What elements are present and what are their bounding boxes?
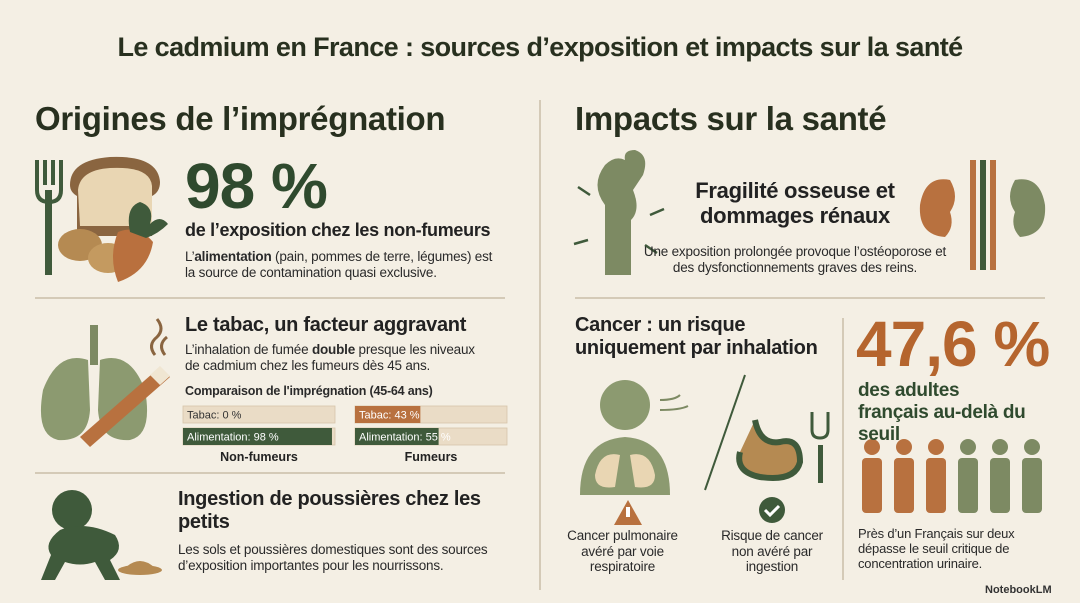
lungs-icon xyxy=(40,318,170,447)
bar-label: Alimentation: 98 % xyxy=(187,432,279,444)
text-bold: alimentation xyxy=(194,249,272,264)
group-label: Non-fumeurs xyxy=(220,450,298,464)
bone-icon xyxy=(573,150,665,275)
kidney-icon xyxy=(919,160,1046,270)
caption: Cancer pulmonaire avéré par voie respira… xyxy=(567,528,678,575)
subheading: Fragilité osseuse et dommages rénaux xyxy=(695,178,895,229)
bar xyxy=(355,406,421,423)
baby-icon xyxy=(41,490,162,580)
bar-label: Tabac: 0 % xyxy=(187,410,242,422)
text: Les sols et poussières domestiques sont … xyxy=(178,542,488,573)
subheading: Le tabac, un facteur aggravant xyxy=(185,314,467,336)
bar xyxy=(355,428,439,445)
stat-caption: de l’exposition chez les non-fumeurs xyxy=(185,220,491,240)
section-heading: Origines de l’imprégnation xyxy=(35,100,446,137)
bar xyxy=(183,428,332,445)
chart-title: Comparaison de l'imprégnation (45-64 ans… xyxy=(185,384,433,398)
stat: 47,6 % xyxy=(856,308,1050,380)
group-label: Fumeurs xyxy=(405,450,458,464)
section-heading: Impacts sur la santé xyxy=(575,100,887,137)
stat: 98 % xyxy=(185,150,328,222)
text-part: L’ xyxy=(185,249,195,264)
subheading: Cancer : un risque uniquement par inhala… xyxy=(575,314,818,359)
footer: NotebookLM xyxy=(985,584,1052,596)
text-bold: double xyxy=(311,342,355,357)
body-icon xyxy=(580,380,689,525)
stat-caption: des adultes français au-delà du seuil xyxy=(858,380,1026,445)
text: Une exposition prolongée provoque l’osté… xyxy=(643,244,947,275)
text-part: (pain, pommes de terre, légumes) est la … xyxy=(185,249,493,280)
bar-label: Alimentation: 55 % xyxy=(359,432,451,444)
bar-label: Tabac: 43 % xyxy=(359,410,420,422)
text: L’inhalation de fumée double presque les… xyxy=(185,342,485,373)
title: Le cadmium en France : sources d’exposit… xyxy=(117,32,963,62)
bar-track xyxy=(182,405,336,424)
caption: Risque de cancer non avéré par ingestion xyxy=(721,528,823,575)
people-icon xyxy=(862,439,1042,513)
stomach-icon xyxy=(736,412,830,523)
text-part: presque les niveaux de cadmium chez les … xyxy=(185,342,475,373)
slash xyxy=(704,374,746,491)
subheading: Ingestion de poussières chez les petits xyxy=(178,488,481,533)
text: Près d’un Français sur deux dépasse le s… xyxy=(858,526,1015,571)
food-icon xyxy=(35,156,168,282)
text: L’alimentation (pain, pommes de terre, l… xyxy=(185,249,505,280)
text-part: L’inhalation de fumée xyxy=(185,342,312,357)
